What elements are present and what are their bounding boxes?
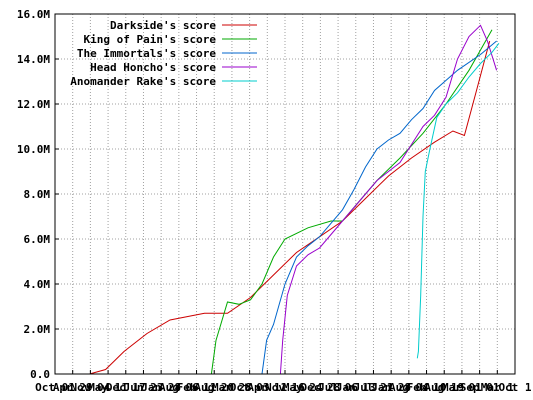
y-tick-label: 0.0 [30,368,50,381]
x-tick-label: Feb 10 [407,381,447,394]
y-tick-label: 10.0M [17,143,50,156]
y-tick-label: 4.0M [24,278,51,291]
x-tick-label: Oct 1 [498,381,531,394]
x-tick-label: Jun 23 [124,381,164,394]
x-tick-label: Aug 19 [424,381,464,394]
x-tick-label: Oct 01 [35,381,75,394]
y-tick-label: 2.0M [24,323,51,336]
x-tick-label: Aug 04 [389,381,429,394]
series-line-5 [416,42,500,359]
series-line-4 [279,24,498,375]
y-tick-label: 14.0M [17,53,50,66]
legend-label: King of Pain's score [84,33,217,46]
x-tick-label: Jul 06 [318,381,358,394]
x-tick-label: Nov 16 [265,381,305,394]
y-tick-label: 12.0M [17,98,50,111]
x-tick-label: Jan 28 [141,381,181,394]
x-tick-label: Nov 04 [71,381,111,394]
series-lines [89,24,500,375]
x-tick-label: Jan 13 [336,381,376,394]
x-tick-label: Mar 28 [212,381,252,394]
legend-label: Head Honcho's score [90,61,216,74]
y-tick-label: 8.0M [24,188,51,201]
series-line-3 [261,40,497,375]
x-tick-label: Sep 01 [460,381,500,394]
x-tick-label: Dec 28 [301,381,341,394]
y-tick-label: 16.0M [17,8,50,21]
legend-label: Anomander Rake's score [70,75,216,88]
x-tick-label: Jan 28 [371,381,411,394]
x-tick-label: May 24 [283,381,323,394]
grid [55,14,515,374]
x-tick-label: May 11 [88,381,128,394]
x-tick-label: Apr 11 [247,381,287,394]
legend-label: Darkside's score [110,19,216,32]
x-tick-label: Aug 20 [194,381,234,394]
x-tick-label: Mar 01 [442,381,482,394]
y-axis-ticks: 0.0 2.0M 4.0M 6.0M 8.0M 10.0M 12.0M 14.0M 16.0M [17,8,59,381]
y-tick-label: 6.0M [24,233,51,246]
x-tick-label: Mar 1 [481,381,514,394]
x-tick-label: Oct 03 [230,381,270,394]
x-tick-label: Jul 21 [354,381,394,394]
x-tick-label: Apr 29 [53,381,93,394]
x-tick-label: Feb 11 [177,381,217,394]
x-tick-label: Dec 17 [106,381,146,394]
series-line-1 [89,40,491,375]
x-tick-label: Aug 06 [159,381,199,394]
series-line-2 [210,29,493,375]
legend-label: The Immortals's score [77,47,216,60]
